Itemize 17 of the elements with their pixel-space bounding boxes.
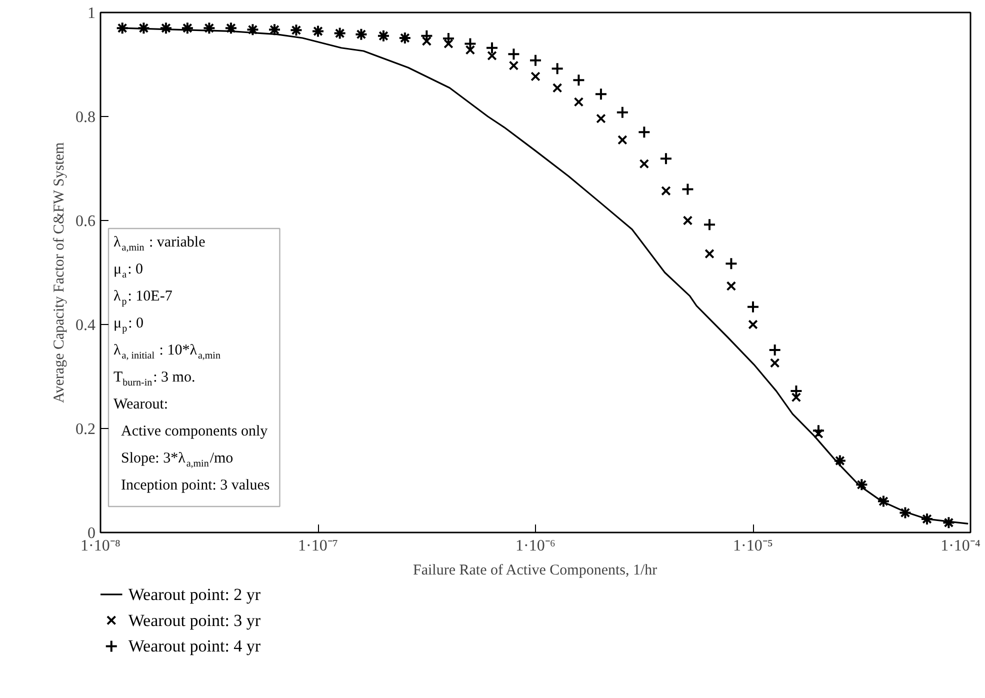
x-tick-label: 1·10⁻⁶ [516,538,556,554]
legend-label: Wearout point: 2 yr [128,584,261,604]
y-tick-label: 0.4 [76,317,96,334]
y-tick-label: 0.8 [76,109,96,126]
annotation: Wearout: [114,396,168,412]
y-axis-title: Average Capacity Factor of C&FW System [52,142,68,403]
legend-label: Wearout point: 4 yr [128,636,261,656]
legend-label: Wearout point: 3 yr [128,610,261,630]
x-tick-label: 1·10⁻⁴ [940,538,981,554]
x-axis-title: Failure Rate of Active Components, 1/hr [413,562,658,578]
y-tick-label: 0.6 [76,213,96,230]
annotation: Active components only [121,424,268,440]
annotation: Inception point: 3 values [121,478,270,494]
x-tick-label: 1·10⁻⁵ [733,538,773,554]
y-tick-label: 0.2 [76,421,96,438]
x-tick-label: 1·10⁻⁷ [298,538,338,554]
y-tick-label: 1 [88,5,96,22]
